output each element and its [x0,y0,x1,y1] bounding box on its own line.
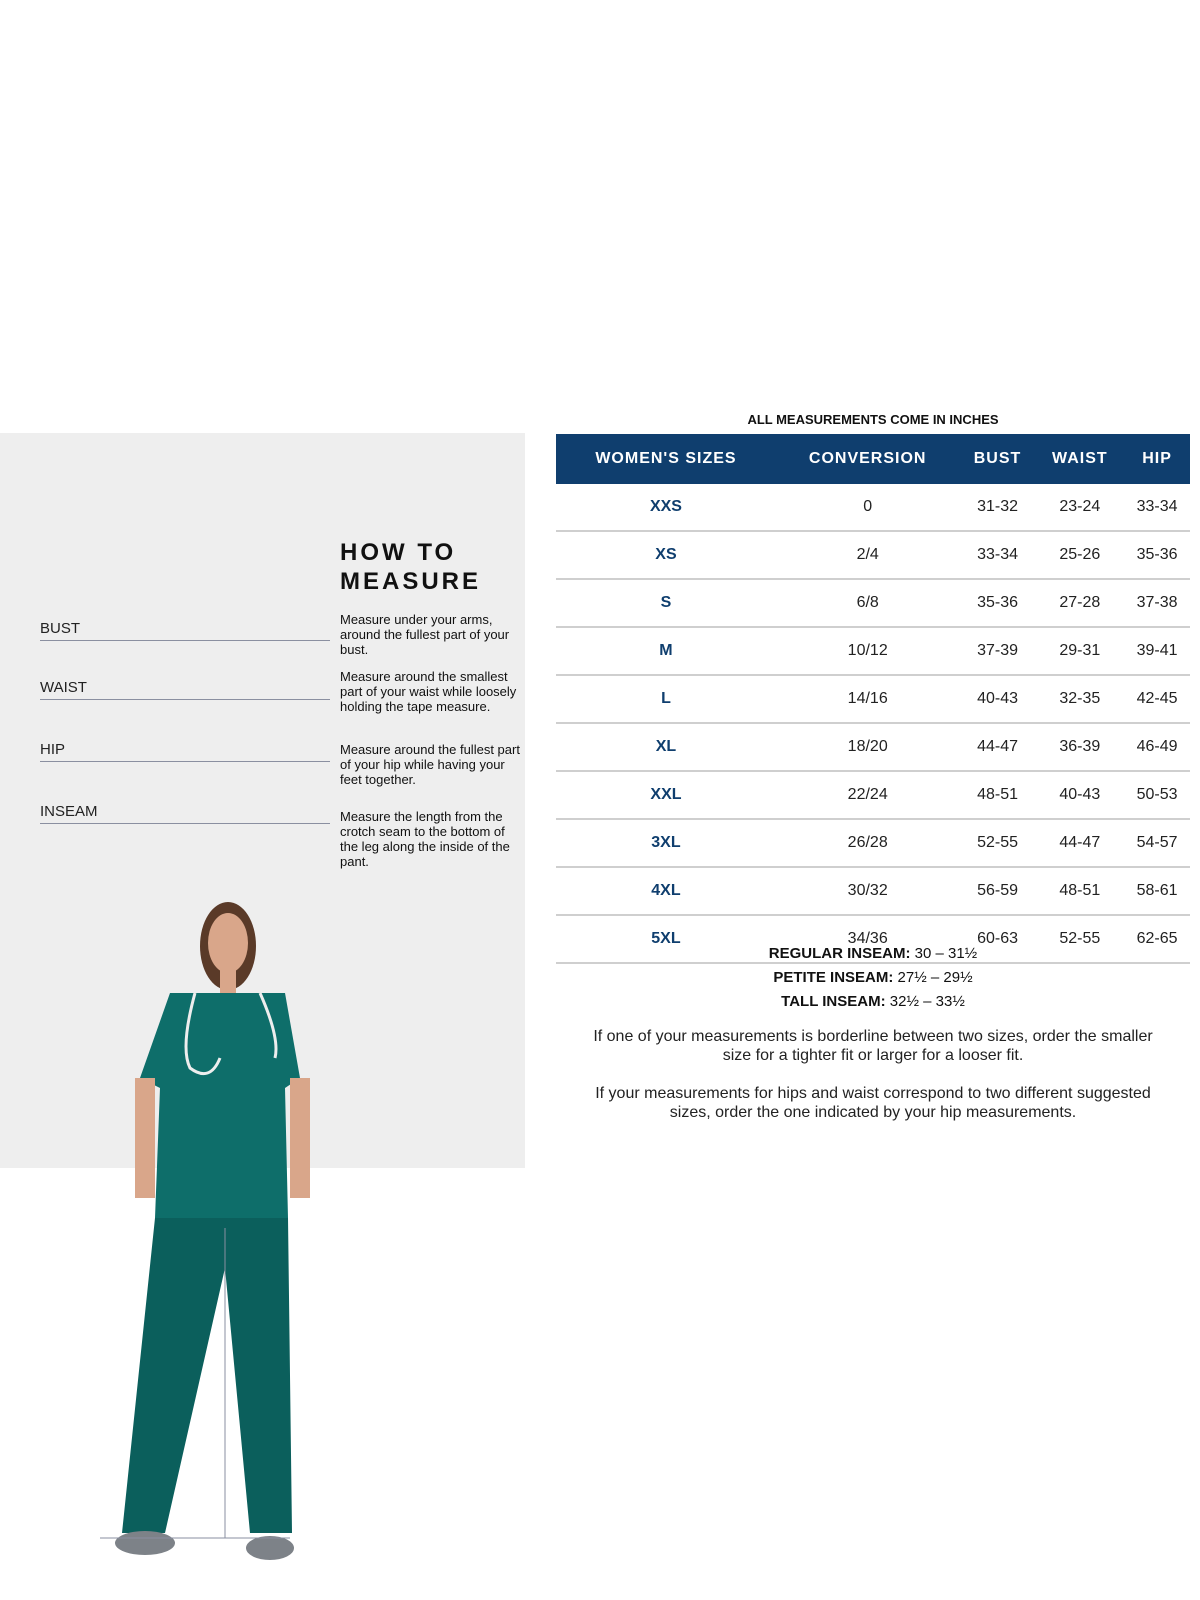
value-cell: 27-28 [1035,579,1125,628]
sizing-note-hip-waist: If your measurements for hips and waist … [595,1085,1151,1121]
value-cell: 35-36 [1124,531,1190,580]
size-chart-table: WOMEN'S SIZES CONVERSION BUST WAIST HIP XXS 0… [556,434,1190,964]
waist-label: WAIST [40,679,87,696]
table-row: XXL 22/24 48-51 40-43 50-53 [556,771,1190,820]
size-cell: XXS [556,484,776,532]
value-cell: 48-51 [959,771,1036,820]
value-cell: 33-34 [959,531,1036,580]
size-cell: S [556,579,776,628]
inseam-value: 30 – 31½ [914,945,978,962]
value-cell: 26/28 [775,819,960,868]
value-cell: 44-47 [959,723,1036,772]
how-to-measure-panel: BUST WAIST HIP INSEAM [0,433,525,1560]
size-cell: XXL [556,771,776,820]
table-header-row: WOMEN'S SIZES CONVERSION BUST WAIST HIP [556,434,1190,484]
bust-line [40,640,330,641]
size-cell: 4XL [556,867,776,916]
hip-description: Measure around the fullest part of your … [340,742,520,787]
value-cell: 34/36 [775,915,960,964]
inseam-label: INSEAM [40,803,98,820]
value-cell: 22/24 [775,771,960,820]
how-to-measure-title: HOW TO MEASURE [340,539,482,595]
value-cell: 39-41 [1124,627,1190,676]
inseam-label: TALL INSEAM: [781,993,886,1010]
value-cell: 36-39 [1035,723,1125,772]
petite-inseam: PETITE INSEAM: 27½ – 29½ [556,969,1190,986]
value-cell: 14/16 [775,675,960,724]
table-row: 4XL 30/32 56-59 48-51 58-61 [556,867,1190,916]
table-row: 3XL 26/28 52-55 44-47 54-57 [556,819,1190,868]
value-cell: 58-61 [1124,867,1190,916]
column-header: WAIST [1035,434,1125,484]
value-cell: 37-39 [959,627,1036,676]
value-cell: 52-55 [1035,915,1125,964]
column-header: BUST [959,434,1036,484]
regular-inseam: REGULAR INSEAM: 30 – 31½ [556,945,1190,962]
value-cell: 44-47 [1035,819,1125,868]
value-cell: 33-34 [1124,484,1190,532]
value-cell: 30/32 [775,867,960,916]
value-cell: 18/20 [775,723,960,772]
size-cell: XS [556,531,776,580]
waist-description: Measure around the smallest part of your… [340,669,517,714]
inseam-value: 27½ – 29½ [897,969,973,986]
tall-inseam: TALL INSEAM: 32½ – 33½ [556,993,1190,1010]
table-caption: ALL MEASUREMENTS COME IN INCHES [747,412,999,427]
value-cell: 23-24 [1035,484,1125,532]
inseam-label: REGULAR INSEAM: [768,945,911,962]
value-cell: 2/4 [775,531,960,580]
inseam-description: Measure the length from the crotch seam … [340,809,510,869]
inseam-label: PETITE INSEAM: [773,969,894,986]
hip-line [40,761,330,762]
model-figure-image [100,902,310,1560]
value-cell: 54-57 [1124,819,1190,868]
value-cell: 46-49 [1124,723,1190,772]
sizing-note-borderline: If one of your measurements is borderlin… [593,1028,1153,1064]
hip-label: HIP [40,741,66,758]
table-row: S 6/8 35-36 27-28 37-38 [556,579,1190,628]
column-header: WOMEN'S SIZES [556,434,776,484]
column-header: HIP [1124,434,1190,484]
value-cell: 40-43 [959,675,1036,724]
value-cell: 0 [775,484,960,532]
table-row: XL 18/20 44-47 36-39 46-49 [556,723,1190,772]
table-row: XXS 0 31-32 23-24 33-34 [556,484,1190,532]
value-cell: 40-43 [1035,771,1125,820]
table-row: L 14/16 40-43 32-35 42-45 [556,675,1190,724]
value-cell: 31-32 [959,484,1036,532]
value-cell: 56-59 [959,867,1036,916]
table-row: M 10/12 37-39 29-31 39-41 [556,627,1190,676]
inseam-line [40,823,330,824]
value-cell: 35-36 [959,579,1036,628]
value-cell: 62-65 [1124,915,1190,964]
value-cell: 6/8 [775,579,960,628]
value-cell: 37-38 [1124,579,1190,628]
value-cell: 42-45 [1124,675,1190,724]
table-row: 5XL 34/36 60-63 52-55 62-65 [556,915,1190,964]
value-cell: 50-53 [1124,771,1190,820]
value-cell: 25-26 [1035,531,1125,580]
table-row: XS 2/4 33-34 25-26 35-36 [556,531,1190,580]
column-header: CONVERSION [775,434,960,484]
size-cell: XL [556,723,776,772]
value-cell: 32-35 [1035,675,1125,724]
size-cell: M [556,627,776,676]
value-cell: 29-31 [1035,627,1125,676]
size-cell: 5XL [556,915,776,964]
value-cell: 60-63 [959,915,1036,964]
size-cell: L [556,675,776,724]
inseam-value: 32½ – 33½ [889,993,965,1010]
waist-line [40,699,330,700]
bust-label: BUST [40,620,81,637]
value-cell: 48-51 [1035,867,1125,916]
value-cell: 10/12 [775,627,960,676]
size-cell: 3XL [556,819,776,868]
bust-description: Measure under your arms, around the full… [340,612,510,657]
value-cell: 52-55 [959,819,1036,868]
